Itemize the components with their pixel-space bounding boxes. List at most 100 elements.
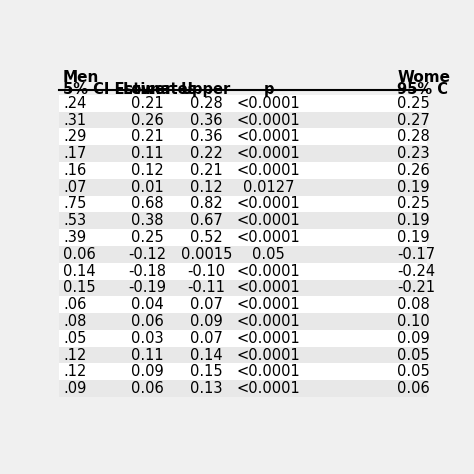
Text: 0.27: 0.27 xyxy=(397,112,430,128)
Text: -0.11: -0.11 xyxy=(187,281,225,295)
Text: 0.19: 0.19 xyxy=(397,230,430,245)
Text: <0.0001: <0.0001 xyxy=(237,146,301,161)
Text: .17: .17 xyxy=(63,146,86,161)
FancyBboxPatch shape xyxy=(59,179,427,196)
Text: 0.68: 0.68 xyxy=(131,196,164,211)
Text: -0.17: -0.17 xyxy=(397,247,435,262)
Text: <0.0001: <0.0001 xyxy=(237,347,301,363)
Text: 5% CI Estimates: 5% CI Estimates xyxy=(63,82,196,98)
Text: .75: .75 xyxy=(63,196,86,211)
Text: .31: .31 xyxy=(63,112,86,128)
Text: p: p xyxy=(264,82,274,98)
Text: .06: .06 xyxy=(63,297,86,312)
FancyBboxPatch shape xyxy=(59,280,427,296)
Text: 0.25: 0.25 xyxy=(397,96,430,111)
Text: 0.19: 0.19 xyxy=(397,213,430,228)
Text: <0.0001: <0.0001 xyxy=(237,297,301,312)
Text: 0.82: 0.82 xyxy=(190,196,223,211)
Text: 0.38: 0.38 xyxy=(131,213,164,228)
Text: 0.26: 0.26 xyxy=(131,112,164,128)
Text: 0.22: 0.22 xyxy=(190,146,223,161)
Text: -0.19: -0.19 xyxy=(128,281,166,295)
Text: Men: Men xyxy=(63,70,99,85)
Text: 0.15: 0.15 xyxy=(190,365,222,379)
Text: 0.06: 0.06 xyxy=(131,314,164,329)
Text: 95% C: 95% C xyxy=(397,82,448,98)
Text: Upper: Upper xyxy=(181,82,231,98)
Text: <0.0001: <0.0001 xyxy=(237,112,301,128)
FancyBboxPatch shape xyxy=(59,313,427,330)
Text: 0.07: 0.07 xyxy=(190,297,223,312)
FancyBboxPatch shape xyxy=(59,212,427,229)
Text: <0.0001: <0.0001 xyxy=(237,381,301,396)
Text: 0.52: 0.52 xyxy=(190,230,223,245)
Text: <0.0001: <0.0001 xyxy=(237,264,301,279)
Text: 0.05: 0.05 xyxy=(252,247,285,262)
Text: 0.09: 0.09 xyxy=(190,314,223,329)
Text: <0.0001: <0.0001 xyxy=(237,196,301,211)
Text: 0.09: 0.09 xyxy=(397,331,430,346)
Text: 0.11: 0.11 xyxy=(131,347,164,363)
Text: 0.26: 0.26 xyxy=(397,163,430,178)
Text: 0.28: 0.28 xyxy=(190,96,223,111)
Text: 0.06: 0.06 xyxy=(397,381,430,396)
Text: -0.12: -0.12 xyxy=(128,247,166,262)
Text: .16: .16 xyxy=(63,163,86,178)
Text: 0.36: 0.36 xyxy=(190,129,222,144)
Text: -0.21: -0.21 xyxy=(397,281,435,295)
Text: 0.19: 0.19 xyxy=(397,180,430,195)
Text: <0.0001: <0.0001 xyxy=(237,230,301,245)
Text: 0.05: 0.05 xyxy=(397,347,430,363)
Text: 0.06: 0.06 xyxy=(63,247,96,262)
Text: 0.12: 0.12 xyxy=(131,163,164,178)
Text: .08: .08 xyxy=(63,314,86,329)
Text: -0.10: -0.10 xyxy=(187,264,225,279)
Text: 0.21: 0.21 xyxy=(131,96,164,111)
FancyBboxPatch shape xyxy=(59,162,427,179)
Text: 0.11: 0.11 xyxy=(131,146,164,161)
FancyBboxPatch shape xyxy=(59,95,427,112)
Text: 0.21: 0.21 xyxy=(131,129,164,144)
Text: <0.0001: <0.0001 xyxy=(237,163,301,178)
FancyBboxPatch shape xyxy=(59,346,427,364)
FancyBboxPatch shape xyxy=(59,263,427,280)
Text: .05: .05 xyxy=(63,331,86,346)
Text: .09: .09 xyxy=(63,381,86,396)
Text: .24: .24 xyxy=(63,96,86,111)
Text: -0.24: -0.24 xyxy=(397,264,435,279)
Text: 0.14: 0.14 xyxy=(63,264,96,279)
Text: Lower: Lower xyxy=(122,82,173,98)
Text: 0.25: 0.25 xyxy=(397,196,430,211)
Text: 0.36: 0.36 xyxy=(190,112,222,128)
Text: 0.0127: 0.0127 xyxy=(243,180,294,195)
Text: <0.0001: <0.0001 xyxy=(237,331,301,346)
Text: <0.0001: <0.0001 xyxy=(237,129,301,144)
FancyBboxPatch shape xyxy=(59,296,427,313)
FancyBboxPatch shape xyxy=(59,145,427,162)
Text: 0.04: 0.04 xyxy=(131,297,164,312)
FancyBboxPatch shape xyxy=(59,380,427,397)
Text: <0.0001: <0.0001 xyxy=(237,213,301,228)
Text: 0.14: 0.14 xyxy=(190,347,222,363)
Text: <0.0001: <0.0001 xyxy=(237,314,301,329)
Text: .12: .12 xyxy=(63,365,86,379)
Text: 0.28: 0.28 xyxy=(397,129,430,144)
Text: 0.0015: 0.0015 xyxy=(181,247,232,262)
Text: 0.07: 0.07 xyxy=(190,331,223,346)
Text: 0.15: 0.15 xyxy=(63,281,96,295)
Text: 0.25: 0.25 xyxy=(131,230,164,245)
Text: -0.18: -0.18 xyxy=(128,264,166,279)
Text: 0.03: 0.03 xyxy=(131,331,164,346)
Text: .29: .29 xyxy=(63,129,86,144)
Text: 0.09: 0.09 xyxy=(131,365,164,379)
Text: 0.06: 0.06 xyxy=(131,381,164,396)
Text: 0.67: 0.67 xyxy=(190,213,223,228)
Text: .12: .12 xyxy=(63,347,86,363)
Text: .53: .53 xyxy=(63,213,86,228)
Text: 0.21: 0.21 xyxy=(190,163,223,178)
FancyBboxPatch shape xyxy=(59,364,427,380)
Text: <0.0001: <0.0001 xyxy=(237,281,301,295)
Text: 0.05: 0.05 xyxy=(397,365,430,379)
Text: <0.0001: <0.0001 xyxy=(237,365,301,379)
Text: 0.23: 0.23 xyxy=(397,146,430,161)
